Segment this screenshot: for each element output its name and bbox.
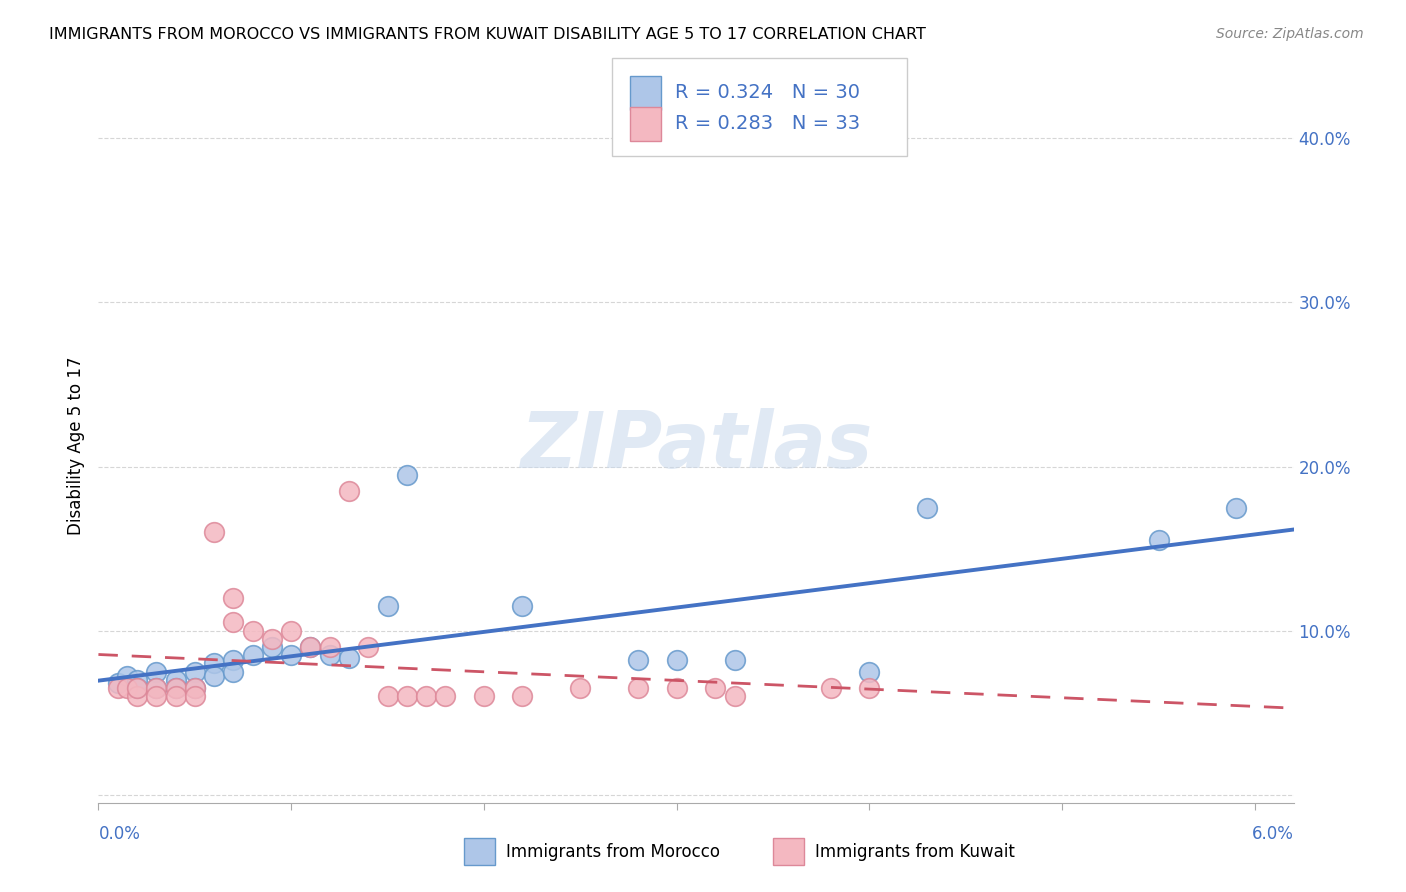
Y-axis label: Disability Age 5 to 17: Disability Age 5 to 17	[66, 357, 84, 535]
Point	[184, 689, 207, 703]
Point	[202, 525, 225, 540]
Point	[107, 676, 129, 690]
Point	[357, 640, 380, 654]
Point	[280, 624, 302, 638]
Text: Immigrants from Morocco: Immigrants from Morocco	[506, 843, 720, 861]
Point	[569, 681, 592, 695]
Point	[337, 484, 360, 499]
Point	[319, 640, 342, 654]
Point	[627, 653, 650, 667]
Point	[165, 689, 187, 703]
Point	[665, 653, 688, 667]
Point	[145, 681, 167, 695]
Point	[377, 689, 399, 703]
Text: 6.0%: 6.0%	[1251, 825, 1294, 843]
Point	[125, 681, 148, 695]
Point	[125, 689, 148, 703]
Point	[820, 681, 842, 695]
Point	[202, 657, 225, 671]
Point	[125, 681, 148, 695]
Point	[337, 651, 360, 665]
Point	[415, 689, 437, 703]
Point	[260, 640, 283, 654]
Point	[858, 681, 880, 695]
Point	[723, 653, 745, 667]
Point	[395, 689, 418, 703]
Point	[319, 648, 342, 662]
Point	[145, 681, 167, 695]
Text: R = 0.324   N = 30: R = 0.324 N = 30	[675, 83, 860, 103]
Point	[704, 681, 727, 695]
Point	[1225, 500, 1247, 515]
Point	[242, 648, 264, 662]
Point	[202, 669, 225, 683]
Point	[145, 689, 167, 703]
Point	[165, 681, 187, 695]
Text: ZIPatlas: ZIPatlas	[520, 408, 872, 484]
Point	[858, 665, 880, 679]
Point	[222, 653, 245, 667]
Point	[723, 689, 745, 703]
Point	[184, 681, 207, 695]
Point	[917, 500, 939, 515]
Point	[165, 681, 187, 695]
Point	[299, 640, 322, 654]
Point	[627, 681, 650, 695]
Point	[512, 599, 534, 613]
Point	[107, 681, 129, 695]
Text: Immigrants from Kuwait: Immigrants from Kuwait	[815, 843, 1015, 861]
Point	[117, 669, 139, 683]
Text: 0.0%: 0.0%	[98, 825, 141, 843]
Point	[145, 665, 167, 679]
Point	[260, 632, 283, 646]
Point	[165, 673, 187, 687]
Point	[434, 689, 457, 703]
Point	[222, 615, 245, 630]
Point	[125, 673, 148, 687]
Point	[242, 624, 264, 638]
Point	[1147, 533, 1170, 548]
Point	[472, 689, 495, 703]
Point	[117, 681, 139, 695]
Point	[184, 665, 207, 679]
Text: R = 0.283   N = 33: R = 0.283 N = 33	[675, 114, 860, 134]
Text: Source: ZipAtlas.com: Source: ZipAtlas.com	[1216, 27, 1364, 41]
Point	[280, 648, 302, 662]
Point	[299, 640, 322, 654]
Point	[377, 599, 399, 613]
Point	[184, 681, 207, 695]
Text: IMMIGRANTS FROM MOROCCO VS IMMIGRANTS FROM KUWAIT DISABILITY AGE 5 TO 17 CORRELA: IMMIGRANTS FROM MOROCCO VS IMMIGRANTS FR…	[49, 27, 927, 42]
Point	[222, 591, 245, 605]
Point	[222, 665, 245, 679]
Point	[512, 689, 534, 703]
Point	[395, 467, 418, 482]
Point	[665, 681, 688, 695]
